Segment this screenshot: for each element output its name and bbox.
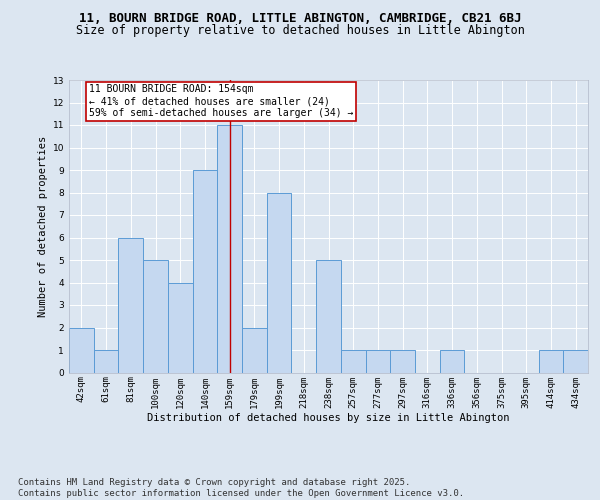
- Bar: [69, 328, 94, 372]
- Bar: [365, 350, 390, 372]
- Y-axis label: Number of detached properties: Number of detached properties: [38, 136, 49, 317]
- Bar: [440, 350, 464, 372]
- Bar: [168, 282, 193, 372]
- Text: 11, BOURN BRIDGE ROAD, LITTLE ABINGTON, CAMBRIDGE, CB21 6BJ: 11, BOURN BRIDGE ROAD, LITTLE ABINGTON, …: [79, 12, 521, 26]
- Bar: [94, 350, 118, 372]
- Bar: [193, 170, 217, 372]
- Text: Contains HM Land Registry data © Crown copyright and database right 2025.
Contai: Contains HM Land Registry data © Crown c…: [18, 478, 464, 498]
- Bar: [267, 192, 292, 372]
- Bar: [563, 350, 588, 372]
- Bar: [143, 260, 168, 372]
- Bar: [242, 328, 267, 372]
- Bar: [539, 350, 563, 372]
- Bar: [390, 350, 415, 372]
- Bar: [118, 238, 143, 372]
- Bar: [217, 125, 242, 372]
- Text: Size of property relative to detached houses in Little Abington: Size of property relative to detached ho…: [76, 24, 524, 37]
- Bar: [316, 260, 341, 372]
- X-axis label: Distribution of detached houses by size in Little Abington: Distribution of detached houses by size …: [147, 413, 510, 423]
- Text: 11 BOURN BRIDGE ROAD: 154sqm
← 41% of detached houses are smaller (24)
59% of se: 11 BOURN BRIDGE ROAD: 154sqm ← 41% of de…: [89, 84, 353, 117]
- Bar: [341, 350, 365, 372]
